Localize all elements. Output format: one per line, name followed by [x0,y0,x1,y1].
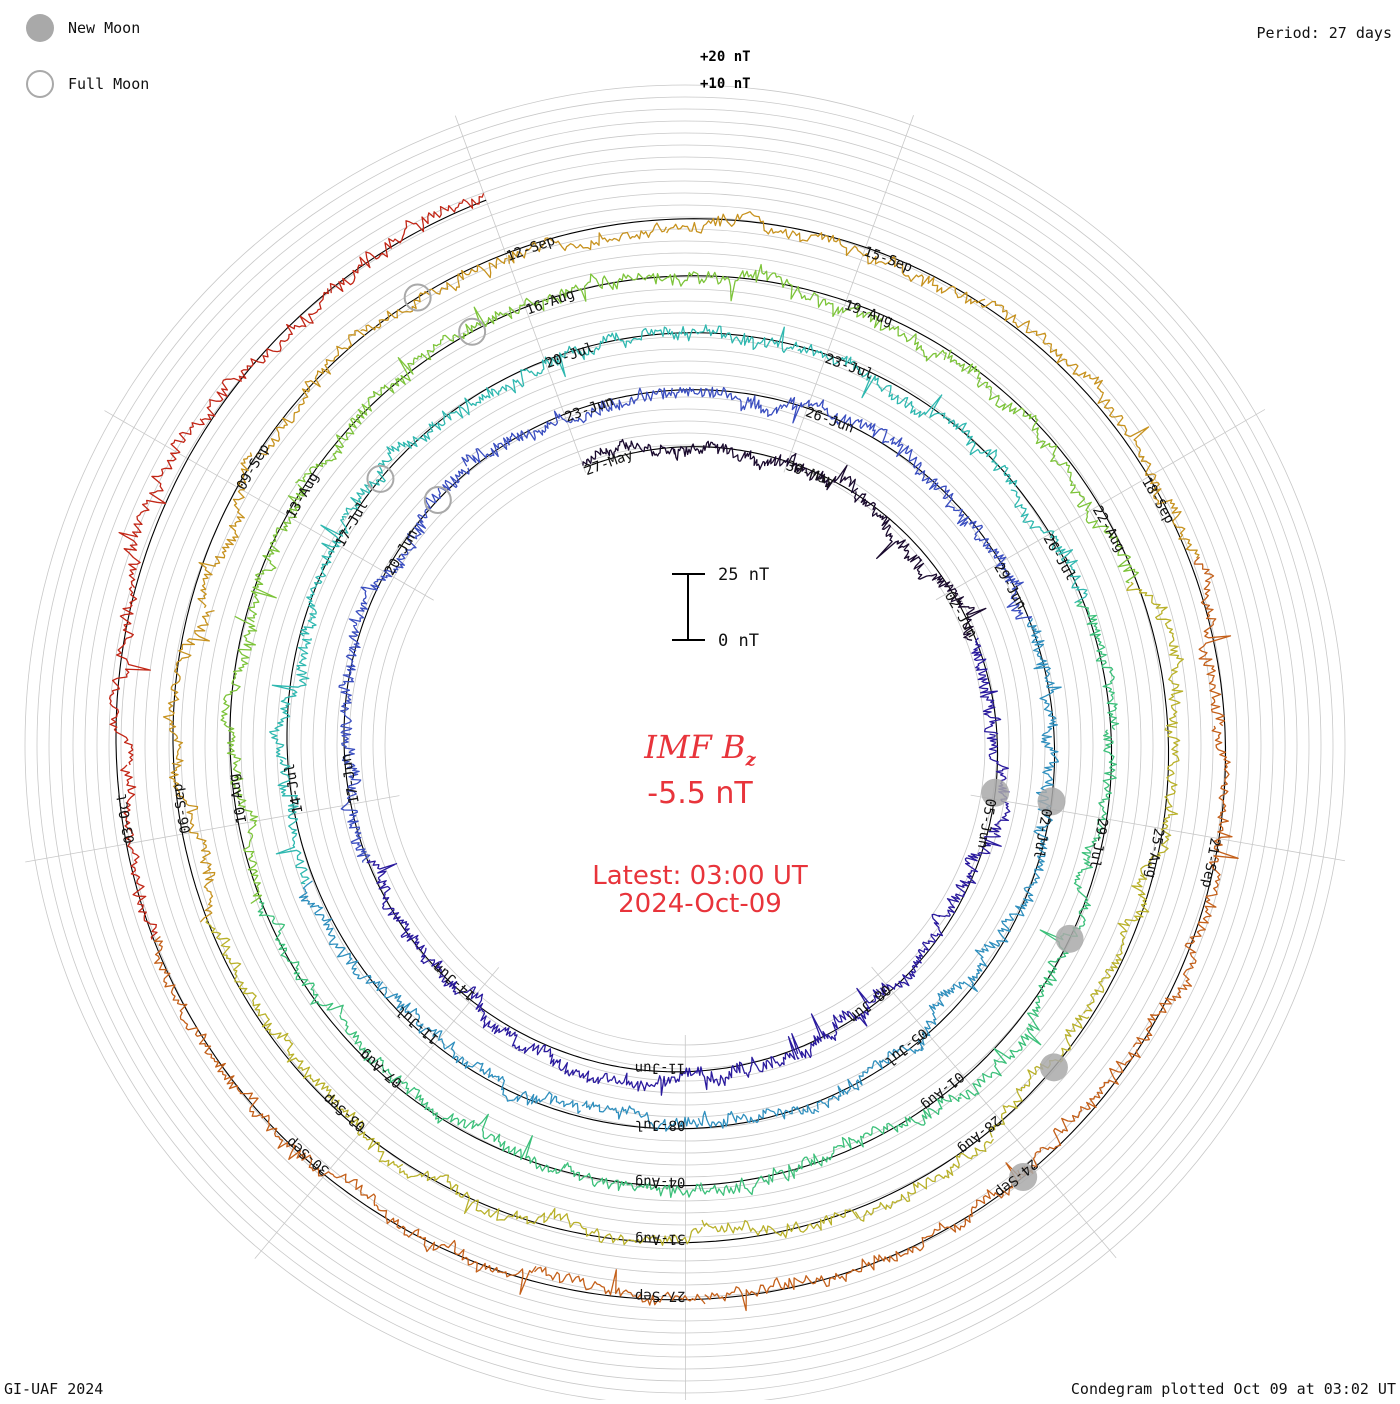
bz-trace-segment [890,437,969,526]
ring-label-inner: +10 nT [700,76,751,92]
new-moon-marker [1040,1053,1068,1081]
full-moon-icon [26,70,54,98]
legend-full-moon-label: Full Moon [68,75,149,93]
period-label: Period: 27 days [1257,24,1392,42]
date-label: 20-Jul [543,340,596,372]
legend-new-moon-label: New Moon [68,19,140,37]
bz-trace-segment [206,919,292,1055]
new-moon-marker [1056,925,1084,953]
bz-trace-segment [119,419,204,588]
bz-trace-segment [668,265,814,301]
date-label: 26-Jul [1040,532,1079,584]
bz-trace-segment [911,395,1017,487]
date-label: 26-Jun [803,404,856,436]
scale-bar-bottom-label: 0 nT [718,631,759,651]
scale-bar-top-label: 25 nT [718,565,769,585]
date-label: 12-Sep [504,233,557,265]
bz-trace-segment [330,193,483,293]
date-label: 02-Jul [1030,807,1054,860]
bz-trace-segment [400,1168,552,1224]
bz-trace-segment [397,305,524,385]
date-label: 08-Jul [635,1117,686,1133]
date-label: 05-Jul [881,1025,930,1070]
date-label: 14-Jun [430,959,479,1004]
date-label: 03-Sep [320,1090,369,1135]
chart-title-main: IMF B [644,728,745,766]
date-label: 22-Aug [1089,503,1128,555]
bz-trace-segment [469,1062,581,1113]
bz-trace-segment [855,491,921,562]
bz-trace-segment [155,937,241,1093]
date-label: 30-May [784,458,837,490]
date-label: 16-Aug [524,286,577,318]
date-label: 11-Jun [635,1060,686,1076]
bz-trace-segment [1127,582,1183,727]
date-label: 17-Jul [333,498,372,550]
legend-full-moon: Full Moon [26,70,149,98]
date-label: 11-Jul [393,1002,442,1047]
ring-label-outer: +20 nT [700,49,751,65]
date-label: 27-Sep [635,1288,686,1304]
date-label: 08-Jun [845,981,894,1026]
latest-value: -5.5 nT [0,776,1400,811]
date-label: 19-Aug [842,297,895,329]
bz-trace-segment [494,1026,590,1083]
bz-trace-segment [698,1105,819,1128]
ring-scale-labels: +20 nT +10 nT [700,49,751,92]
date-label: 31-Aug [635,1231,686,1247]
chart-title: IMF Bz [0,728,1400,770]
date-label: 20-Jun [382,527,421,579]
plotted-label: Condegram plotted Oct 09 at 03:02 UT [1071,1380,1396,1398]
bz-trace-segment [674,441,764,469]
legend-new-moon: New Moon [26,14,140,42]
date-label: 15-Sep [861,244,914,276]
bz-trace-segment [667,212,829,242]
latest-date: 2024-Oct-09 [0,890,1400,918]
new-moon-icon [26,14,54,42]
credit-label: GI-UAF 2024 [4,1380,103,1398]
date-label: 23-Jul [823,351,876,383]
latest-time: Latest: 03:00 UT [0,862,1400,890]
bz-trace-segment [434,360,546,430]
grid-spoke [255,967,499,1258]
bz-trace-segment [701,1153,834,1195]
date-label: 04-Aug [635,1174,686,1190]
scale-bar: 25 nT 0 nT [672,565,769,651]
chart-title-sub: z [746,749,756,770]
